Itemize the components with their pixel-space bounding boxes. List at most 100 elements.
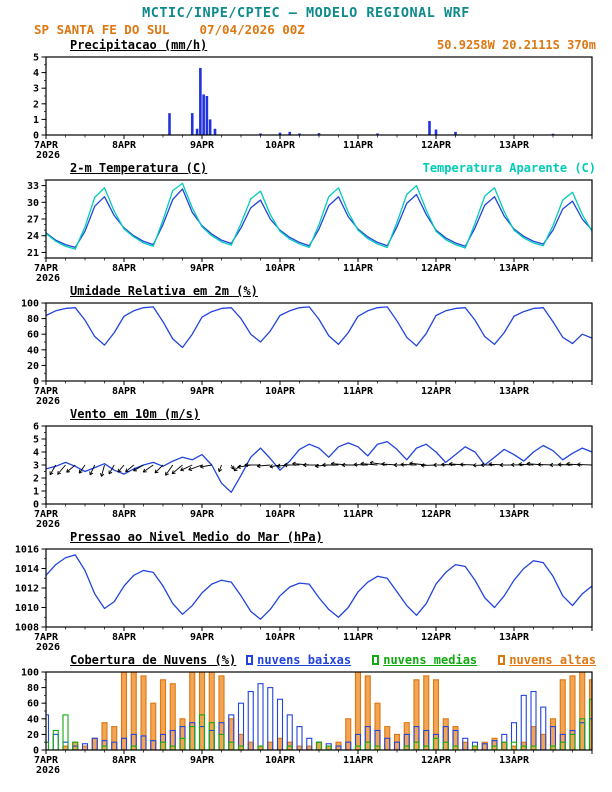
svg-text:4: 4	[33, 68, 39, 79]
mid-clouds-swatch	[372, 655, 380, 665]
svg-text:9APR: 9APR	[190, 263, 215, 274]
svg-text:40: 40	[27, 714, 39, 725]
svg-text:20: 20	[27, 361, 39, 372]
panel-title-pressure: Pressao ao Nivel Medio do Mar (hPa)	[70, 530, 323, 544]
meteogram-page: MCTIC/INPE/CPTEC — MODELO REGIONAL WRF S…	[0, 5, 612, 775]
panel-cloud-cover: Cobertura de Nuvens (%) nuvens baixas nu…	[0, 652, 612, 775]
svg-text:12APR: 12APR	[421, 140, 452, 151]
svg-text:1: 1	[33, 487, 39, 498]
mid-clouds-label: nuvens medias	[383, 653, 478, 667]
svg-text:0: 0	[33, 746, 39, 757]
svg-text:5: 5	[33, 435, 39, 446]
svg-text:11APR: 11APR	[343, 755, 374, 766]
svg-text:10APR: 10APR	[265, 632, 296, 643]
svg-text:10APR: 10APR	[265, 263, 296, 274]
low-clouds-swatch	[246, 655, 254, 665]
svg-text:7APR: 7APR	[34, 386, 59, 397]
svg-text:100: 100	[21, 668, 39, 679]
svg-text:12APR: 12APR	[421, 632, 452, 643]
svg-text:1: 1	[33, 115, 39, 126]
svg-text:9APR: 9APR	[190, 140, 215, 151]
svg-text:27: 27	[27, 215, 39, 226]
svg-text:8APR: 8APR	[112, 632, 137, 643]
svg-text:11APR: 11APR	[343, 263, 374, 274]
station-name: SP SANTA FE DO SUL	[34, 22, 170, 37]
svg-text:9APR: 9APR	[190, 632, 215, 643]
legend-item-low-clouds: nuvens baixas	[246, 653, 351, 667]
svg-text:20: 20	[27, 730, 39, 741]
panel-title-temperature: 2-m Temperatura (C)	[70, 161, 208, 175]
svg-text:4: 4	[33, 448, 39, 459]
svg-text:12APR: 12APR	[421, 509, 452, 520]
svg-text:5: 5	[33, 53, 39, 64]
apparent-temperature-label: Temperatura Aparente (C)	[422, 161, 596, 175]
svg-text:2026: 2026	[36, 396, 60, 406]
svg-text:60: 60	[27, 330, 39, 341]
svg-text:12APR: 12APR	[421, 755, 452, 766]
svg-text:6: 6	[33, 422, 39, 433]
svg-text:9APR: 9APR	[190, 509, 215, 520]
panel-temperature: 2-m Temperatura (C) Temperatura Aparente…	[0, 160, 612, 283]
svg-text:9APR: 9APR	[190, 755, 215, 766]
low-clouds-label: nuvens baixas	[257, 653, 352, 667]
svg-text:1008: 1008	[15, 623, 39, 634]
svg-text:13APR: 13APR	[499, 263, 530, 274]
svg-text:13APR: 13APR	[499, 755, 530, 766]
legend-item-mid-clouds: nuvens medias	[372, 653, 477, 667]
panel-precipitation: Precipitacao (mm/h) 50.9258W 20.2111S 37…	[0, 37, 612, 160]
svg-text:13APR: 13APR	[499, 386, 530, 397]
svg-text:7APR: 7APR	[34, 263, 59, 274]
svg-text:80: 80	[27, 314, 39, 325]
legend-item-high-clouds: nuvens altas	[498, 653, 596, 667]
panel-title-wind: Vento em 10m (m/s)	[70, 407, 201, 421]
svg-text:8APR: 8APR	[112, 509, 137, 520]
svg-text:1016: 1016	[15, 545, 39, 556]
svg-text:0: 0	[33, 500, 39, 511]
svg-text:30: 30	[27, 198, 39, 209]
svg-text:12APR: 12APR	[421, 386, 452, 397]
svg-text:21: 21	[27, 248, 39, 259]
svg-text:80: 80	[27, 683, 39, 694]
panel-title-cloud-cover: Cobertura de Nuvens (%)	[70, 653, 237, 667]
svg-text:2026: 2026	[36, 519, 60, 529]
svg-text:9APR: 9APR	[190, 386, 215, 397]
svg-text:40: 40	[27, 345, 39, 356]
svg-text:1014: 1014	[15, 564, 39, 575]
svg-text:0: 0	[33, 131, 39, 142]
svg-text:1012: 1012	[15, 584, 39, 595]
svg-text:8APR: 8APR	[112, 755, 137, 766]
run-datetime: 07/04/2026 00Z	[199, 22, 305, 37]
svg-text:11APR: 11APR	[343, 386, 374, 397]
panel-wind: Vento em 10m (m/s) 0 1 2 3 4 5 6 7APR 2026 8APR 9A…	[0, 406, 612, 529]
svg-text:11APR: 11APR	[343, 632, 374, 643]
svg-text:7APR: 7APR	[34, 140, 59, 151]
panel-humidity: Umidade Relativa em 2m (%) 0 20 40 60 80 100 7…	[0, 283, 612, 406]
svg-text:24: 24	[27, 231, 39, 242]
svg-text:8APR: 8APR	[112, 386, 137, 397]
cloud-legend: nuvens baixas nuvens medias nuvens altas	[246, 653, 596, 667]
svg-text:13APR: 13APR	[499, 632, 530, 643]
svg-text:100: 100	[21, 299, 39, 310]
svg-text:33: 33	[27, 181, 39, 192]
svg-text:10APR: 10APR	[265, 755, 296, 766]
svg-text:60: 60	[27, 699, 39, 710]
panel-title-precipitation: Precipitacao (mm/h)	[70, 38, 208, 52]
svg-text:8APR: 8APR	[112, 263, 137, 274]
svg-text:7APR: 7APR	[34, 509, 59, 520]
high-clouds-label: nuvens altas	[509, 653, 596, 667]
svg-text:2026: 2026	[36, 765, 60, 775]
svg-text:2: 2	[33, 99, 39, 110]
panel-pressure: Pressao ao Nivel Medio do Mar (hPa) 1008…	[0, 529, 612, 652]
svg-text:10APR: 10APR	[265, 386, 296, 397]
svg-text:10APR: 10APR	[265, 509, 296, 520]
svg-text:11APR: 11APR	[343, 140, 374, 151]
svg-text:2: 2	[33, 474, 39, 485]
panel-title-humidity: Umidade Relativa em 2m (%)	[70, 284, 258, 298]
svg-text:0: 0	[33, 377, 39, 388]
station-header: SP SANTA FE DO SUL 07/04/2026 00Z	[0, 22, 612, 37]
svg-text:13APR: 13APR	[499, 140, 530, 151]
